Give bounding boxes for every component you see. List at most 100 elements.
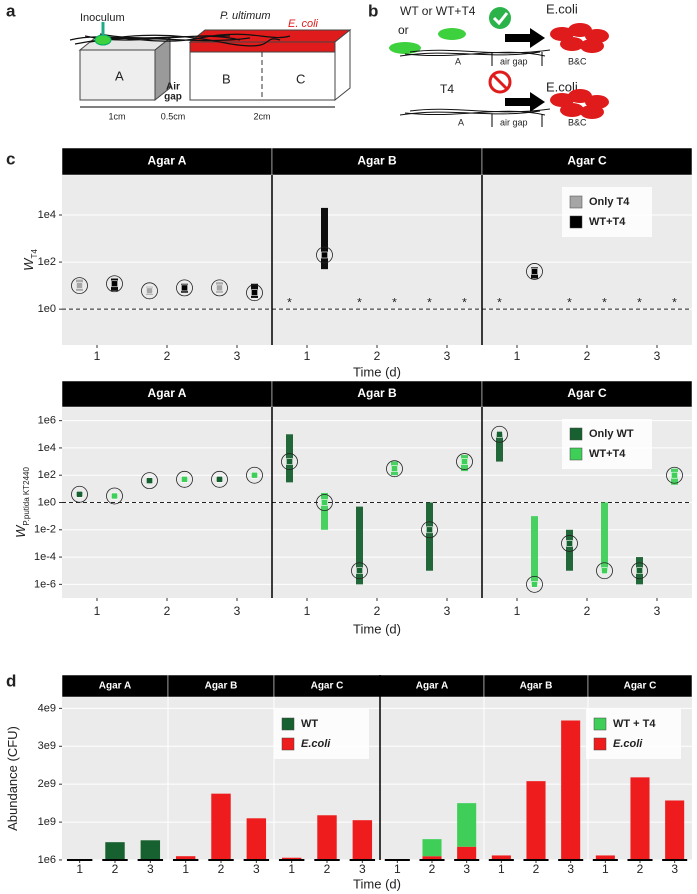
median-circle (71, 277, 88, 295)
x-tick-label: 3 (234, 604, 241, 618)
legend-swatch (569, 195, 583, 209)
hyphae (69, 33, 291, 47)
panel-label: a (6, 1, 16, 20)
facet-label: Agar C (567, 154, 607, 168)
facet-label: Agar B (520, 681, 553, 692)
y-axis-label-main: W (13, 524, 28, 538)
x-tick-label: 2 (637, 862, 644, 876)
bar (352, 820, 373, 860)
bar (211, 793, 231, 860)
bar (561, 720, 581, 860)
median-point (461, 458, 468, 465)
y-tick-label: 1e4 (38, 442, 56, 454)
median-circle (421, 521, 438, 539)
median-circle (596, 562, 613, 580)
missing-marker: * (287, 295, 292, 309)
x-tick-label: 3 (654, 604, 661, 618)
x-tick-label: 1 (288, 862, 295, 876)
label: B&C (568, 56, 587, 66)
facet-label: Agar A (99, 681, 131, 692)
label: P. ultimum (220, 10, 271, 22)
ecoli-cluster (550, 89, 609, 119)
y-tick-label: 4e9 (38, 702, 56, 714)
median-circle (666, 466, 683, 484)
x-tick-label: 1 (304, 349, 311, 363)
median-point (391, 465, 398, 473)
box-side (334, 28, 351, 102)
missing-marker: * (357, 295, 362, 309)
legend-label: E.coli (613, 738, 643, 750)
x-tick-label: 1 (94, 349, 101, 363)
x-tick-label: 3 (444, 604, 451, 618)
missing-marker: * (427, 295, 432, 309)
median-circle (316, 494, 333, 511)
facet-strip (481, 380, 693, 408)
x-tick-label: 2 (324, 862, 331, 876)
x-tick-label: 3 (444, 349, 451, 363)
x-axis-label: Time (d) (353, 621, 401, 636)
hyphae (399, 49, 551, 57)
median-point (566, 540, 573, 547)
median-point (251, 289, 258, 296)
missing-marker: * (392, 295, 397, 309)
legend-label: WT (301, 718, 318, 730)
bar (422, 856, 442, 860)
median-circle (526, 575, 543, 593)
arrow (505, 28, 545, 48)
panel-label: d (6, 671, 16, 690)
x-tick-label: 3 (253, 862, 260, 876)
missing-marker: * (637, 295, 642, 309)
x-tick-label: 2 (374, 349, 381, 363)
y-tick-label: 1e4 (38, 209, 56, 221)
y-tick-label: 1e-2 (34, 524, 56, 536)
x-tick-label: 2 (164, 604, 171, 618)
median-circle (491, 425, 508, 443)
y-tick-label: 1e6 (38, 854, 56, 866)
legend-swatch (569, 215, 583, 229)
median-circle (141, 472, 158, 490)
x-axis-label: Time (d) (353, 876, 401, 891)
median-point (671, 471, 678, 479)
cell (580, 105, 604, 119)
y-tick-label: 1e2 (38, 469, 56, 481)
label: or (398, 23, 409, 37)
median-circle (176, 279, 193, 297)
legend-label: WT+T4 (589, 216, 626, 228)
bar (595, 855, 615, 860)
cell (560, 37, 584, 51)
label: Air (166, 82, 180, 93)
range-bar (496, 434, 503, 462)
check-icon (489, 7, 511, 29)
box-side (154, 36, 171, 102)
bar (175, 856, 196, 860)
hyphae (399, 108, 551, 116)
check-mark (492, 12, 509, 26)
x-tick-label: 3 (463, 862, 470, 876)
median-circle (106, 275, 123, 293)
legend-swatch (281, 717, 295, 731)
facet-label: Agar A (148, 386, 187, 400)
x-tick-label: 1 (602, 862, 609, 876)
median-circle (281, 453, 298, 470)
y-tick-label: 1e-4 (34, 551, 56, 563)
median-circle (211, 470, 228, 488)
cell (580, 39, 604, 53)
x-tick-label: 2 (218, 862, 225, 876)
y-axis-label-main: W (21, 257, 36, 271)
panel-label: c (6, 149, 15, 168)
y-tick-label: 1e2 (38, 256, 56, 268)
box-label: B (222, 71, 231, 86)
facet-label: Agar B (357, 154, 397, 168)
facet-label: Agar B (205, 681, 238, 692)
bar (140, 840, 161, 860)
median-point (76, 282, 83, 289)
x-tick-label: 2 (584, 349, 591, 363)
bar (457, 803, 477, 847)
median-point (356, 567, 363, 575)
range-bar (426, 502, 433, 571)
legend-swatch (593, 717, 607, 731)
ecoli-cluster (550, 23, 609, 53)
legend-label: WT + T4 (613, 718, 656, 730)
missing-marker: * (462, 295, 467, 309)
x-tick-label: 3 (567, 862, 574, 876)
